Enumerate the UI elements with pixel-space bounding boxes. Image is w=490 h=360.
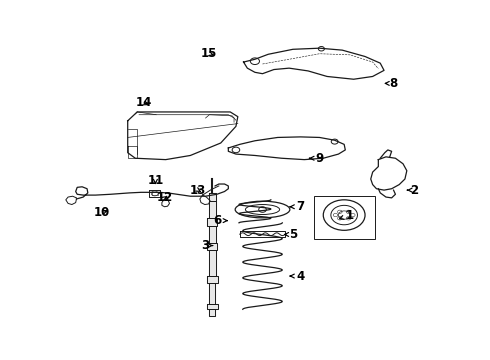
- Polygon shape: [207, 218, 218, 226]
- Text: 10: 10: [94, 206, 110, 219]
- Text: 14: 14: [136, 96, 152, 109]
- Polygon shape: [209, 226, 216, 243]
- Bar: [314, 196, 374, 239]
- Text: 8: 8: [385, 77, 398, 90]
- Text: 7: 7: [290, 200, 305, 213]
- Polygon shape: [207, 304, 218, 309]
- Text: 1: 1: [340, 208, 354, 221]
- Text: 4: 4: [290, 270, 305, 283]
- Text: 3: 3: [201, 239, 213, 252]
- Polygon shape: [209, 201, 216, 218]
- Polygon shape: [209, 250, 216, 276]
- Text: 5: 5: [285, 228, 297, 241]
- Text: 13: 13: [190, 184, 206, 197]
- Text: 12: 12: [156, 192, 172, 204]
- Text: 9: 9: [310, 152, 323, 165]
- Polygon shape: [209, 193, 216, 201]
- Text: 6: 6: [213, 214, 227, 227]
- Polygon shape: [209, 283, 216, 304]
- Polygon shape: [207, 243, 218, 250]
- Text: 11: 11: [147, 174, 164, 187]
- Polygon shape: [207, 276, 218, 283]
- Polygon shape: [209, 309, 216, 316]
- Text: 15: 15: [201, 47, 218, 60]
- Text: 2: 2: [408, 184, 418, 197]
